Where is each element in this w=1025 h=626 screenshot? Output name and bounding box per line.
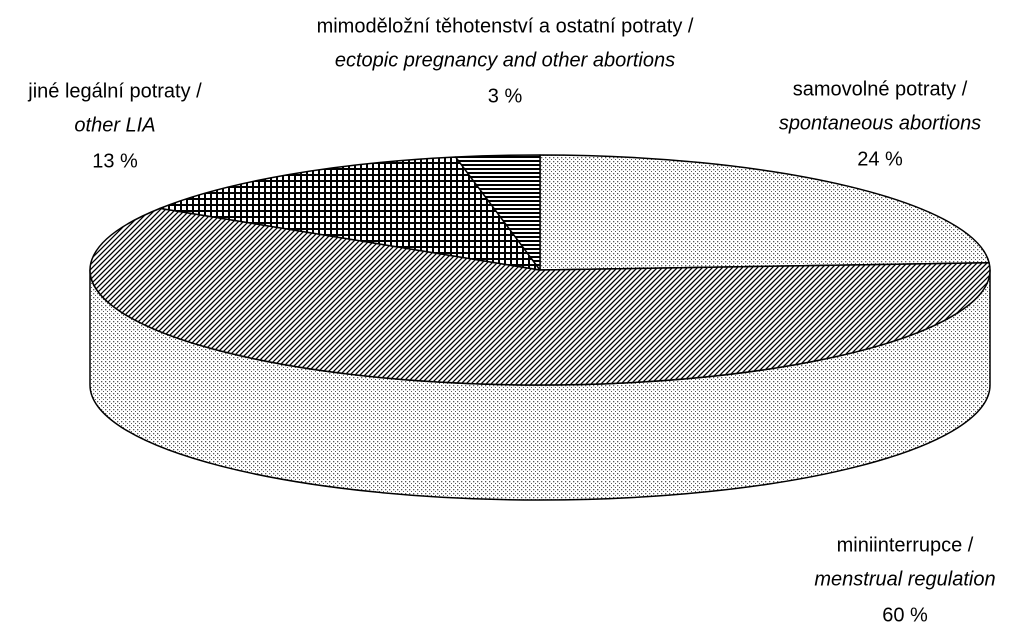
slice-label: samovolné potraty /: [793, 78, 968, 100]
slice-label: miniinterrupce /: [837, 534, 974, 556]
value-label: 13 %: [92, 150, 138, 172]
slice-label-en: other LIA: [74, 114, 155, 136]
slice-label-en: menstrual regulation: [814, 568, 995, 590]
value-label: 60 %: [882, 604, 928, 626]
value-label: 3 %: [488, 85, 523, 107]
value-label: 24 %: [857, 148, 903, 170]
slice-label: jiné legální potraty /: [27, 80, 202, 102]
slice: [454, 154, 541, 271]
slice-label-en: spontaneous abortions: [779, 112, 981, 134]
slice-label: mimoděložní těhotenství a ostatní potrat…: [317, 15, 694, 37]
slice: [539, 154, 990, 271]
slice-label-en: ectopic pregnancy and other abortions: [335, 49, 675, 71]
slice: [89, 207, 991, 386]
slice: [159, 156, 541, 271]
